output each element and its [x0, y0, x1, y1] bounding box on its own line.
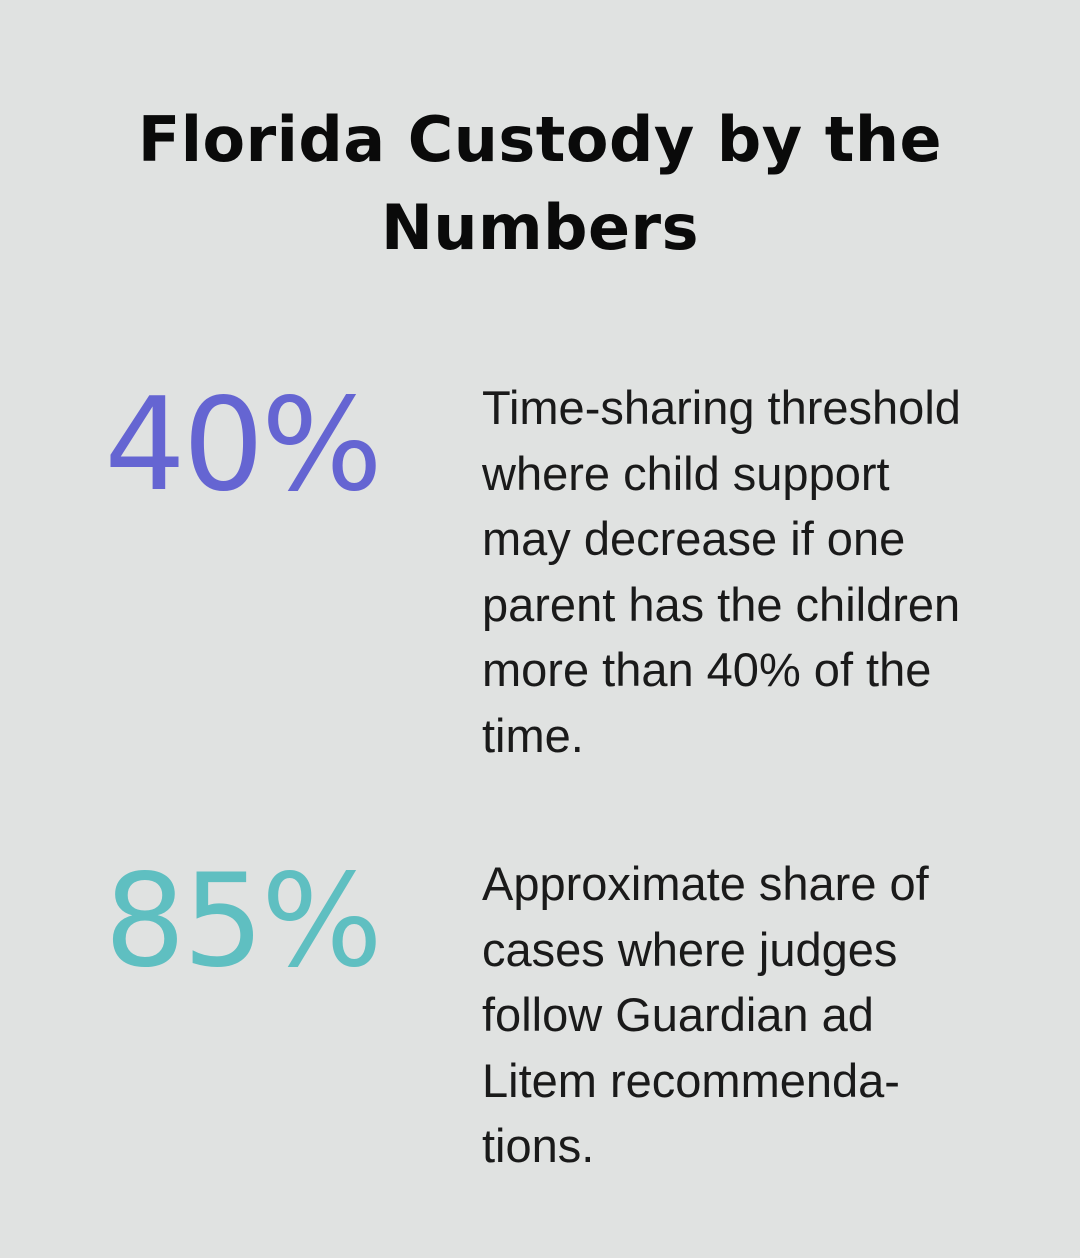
stat-description: Approximate share of cases where judges … — [482, 857, 929, 1172]
stat-value: 40% — [104, 371, 383, 520]
stat-value: 85% — [104, 847, 383, 996]
stat-description: Time-sharing threshold where child suppo… — [482, 381, 961, 762]
page-title: Florida Custody by the Numbers — [137, 103, 943, 264]
